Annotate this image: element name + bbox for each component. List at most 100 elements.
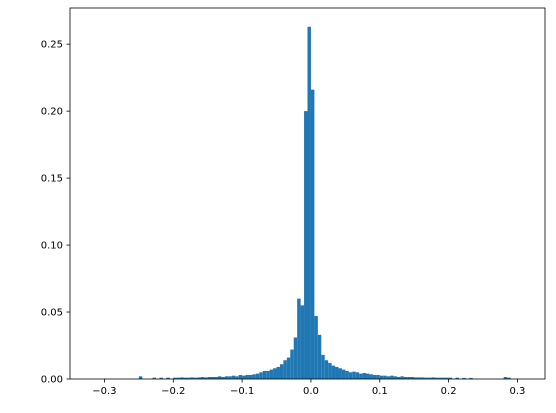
y-axis-ticks: 0.00 0.05 0.10 0.15 0.20 0.25 bbox=[41, 40, 70, 386]
histogram-bar bbox=[204, 377, 208, 379]
histogram-bar bbox=[276, 366, 280, 379]
histogram-bar bbox=[407, 376, 411, 379]
x-tick-label: −0.3 bbox=[92, 386, 116, 397]
histogram-bar bbox=[431, 377, 435, 379]
histogram-bar bbox=[438, 377, 442, 379]
histogram-bar bbox=[317, 334, 322, 379]
histogram-bar bbox=[424, 377, 428, 379]
histogram-bar bbox=[338, 368, 342, 379]
histogram-bar bbox=[242, 375, 246, 379]
histogram-bar bbox=[231, 375, 236, 379]
histogram-bar bbox=[228, 376, 232, 379]
histogram-bar bbox=[314, 316, 318, 379]
x-tick-label: 0.3 bbox=[510, 386, 526, 397]
histogram-bar bbox=[328, 362, 332, 379]
histogram-bar bbox=[300, 305, 305, 379]
histogram-bar bbox=[138, 376, 143, 379]
histogram-bar bbox=[218, 376, 222, 379]
histogram-bar bbox=[211, 376, 215, 379]
histogram-bar bbox=[273, 368, 277, 379]
histogram-bar bbox=[266, 370, 270, 379]
histogram-bar bbox=[386, 376, 391, 379]
histogram-bar bbox=[190, 377, 194, 379]
histogram-bar bbox=[369, 374, 373, 379]
histogram-bar bbox=[290, 349, 294, 379]
histogram-bar bbox=[245, 374, 249, 379]
y-tick-label: 0.05 bbox=[41, 308, 63, 319]
histogram-bar bbox=[304, 111, 308, 379]
histogram-bar bbox=[221, 376, 225, 379]
histogram-bar bbox=[324, 360, 329, 379]
histogram-bar bbox=[352, 371, 356, 379]
histogram-bar bbox=[448, 377, 453, 379]
bars-group bbox=[138, 26, 511, 379]
histogram-bar bbox=[372, 374, 377, 379]
histogram-bar bbox=[366, 373, 370, 379]
histogram-bar bbox=[286, 357, 291, 379]
y-tick-label: 0.25 bbox=[41, 40, 63, 51]
histogram-bar bbox=[445, 377, 449, 379]
histogram-bar bbox=[187, 377, 191, 379]
histogram-bar bbox=[379, 375, 384, 379]
histogram-bar bbox=[469, 377, 473, 379]
histogram-bar bbox=[207, 376, 212, 379]
histogram-bar bbox=[173, 377, 177, 379]
histogram-bar bbox=[393, 376, 397, 379]
x-tick-label: −0.2 bbox=[161, 386, 185, 397]
histogram-bar bbox=[283, 360, 287, 379]
x-tick-label: 0.1 bbox=[372, 386, 388, 397]
histogram-bar bbox=[355, 372, 360, 379]
histogram-bar bbox=[362, 372, 367, 379]
histogram-bar bbox=[335, 366, 339, 379]
histogram-bar bbox=[421, 377, 425, 379]
histogram-bar bbox=[390, 375, 394, 379]
x-tick-label: 0.0 bbox=[303, 386, 319, 397]
histogram-bar bbox=[403, 376, 408, 379]
x-axis-ticks: −0.3 −0.2 −0.1 0.0 0.1 0.2 0.3 bbox=[92, 379, 525, 397]
histogram-bar bbox=[297, 298, 301, 379]
histogram-bar bbox=[331, 365, 336, 379]
histogram-bar bbox=[341, 369, 346, 379]
histogram-bar bbox=[503, 376, 508, 379]
histogram-bar bbox=[427, 377, 432, 379]
histogram-bar bbox=[462, 377, 466, 379]
histogram-bar bbox=[183, 377, 188, 379]
histogram-bar bbox=[441, 377, 446, 379]
histogram-bar bbox=[224, 376, 229, 379]
histogram-bar bbox=[197, 377, 201, 379]
histogram-bar bbox=[396, 376, 401, 379]
histogram-bar bbox=[376, 374, 380, 379]
histogram-bar bbox=[255, 373, 260, 379]
x-tick-label: −0.1 bbox=[230, 386, 254, 397]
histogram-bar bbox=[259, 372, 263, 379]
y-tick-label: 0.20 bbox=[41, 107, 63, 118]
plot-frame bbox=[69, 7, 546, 380]
histogram-bar bbox=[214, 376, 219, 379]
histogram-bar bbox=[235, 376, 239, 379]
histogram-bar bbox=[417, 377, 422, 379]
histogram-bar bbox=[269, 369, 274, 379]
histogram-bar bbox=[279, 364, 284, 379]
histogram-bar bbox=[152, 377, 157, 379]
histogram-bar bbox=[400, 376, 404, 379]
y-tick-label: 0.15 bbox=[41, 174, 63, 185]
histogram-bar bbox=[507, 377, 511, 379]
histogram-bar bbox=[293, 337, 298, 379]
histogram-bar bbox=[252, 374, 256, 379]
histogram-bar bbox=[176, 377, 181, 379]
x-tick-label: 0.2 bbox=[441, 386, 457, 397]
histogram-bar bbox=[307, 26, 311, 379]
histogram-bar bbox=[248, 374, 253, 379]
histogram-bar bbox=[383, 375, 387, 379]
histogram-bar bbox=[262, 370, 267, 379]
histogram-bar bbox=[359, 373, 363, 379]
histogram-bar bbox=[310, 89, 315, 379]
histogram-bar bbox=[414, 377, 418, 379]
histogram-bar bbox=[238, 374, 243, 379]
y-tick-label: 0.00 bbox=[41, 375, 63, 386]
histogram-bar bbox=[455, 377, 459, 379]
histogram-bar bbox=[345, 370, 349, 379]
histogram-bar bbox=[348, 372, 353, 379]
histogram-bar bbox=[166, 377, 170, 379]
